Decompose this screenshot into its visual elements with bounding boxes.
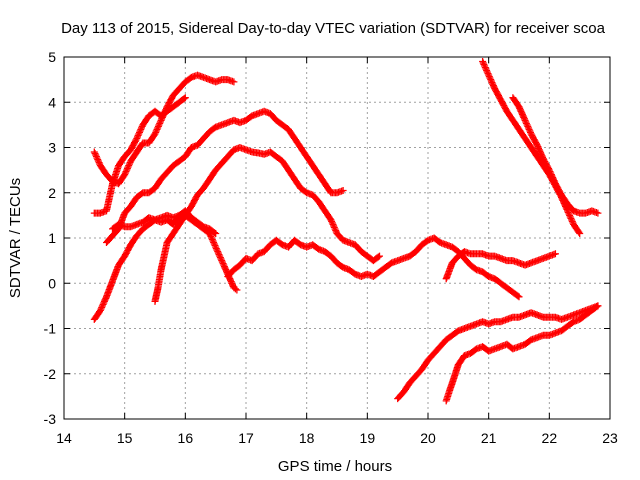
- series-10-markers: [442, 302, 602, 405]
- y-tick-label: -1: [44, 321, 57, 337]
- series-12-markers: [509, 94, 602, 217]
- y-tick-label: 5: [48, 49, 56, 65]
- series-6-markers: [109, 207, 220, 237]
- series-2-markers: [90, 94, 189, 217]
- x-tick-label: 23: [602, 430, 618, 446]
- series-8: [442, 248, 559, 283]
- y-tick-label: 1: [48, 230, 56, 246]
- plot-border: [63, 56, 611, 420]
- y-tick-label: 0: [48, 275, 56, 291]
- series-4-markers: [151, 144, 383, 305]
- x-tick-label: 16: [178, 430, 194, 446]
- series-4: [151, 144, 383, 305]
- series-2: [90, 94, 189, 217]
- y-tick-label: 4: [48, 94, 56, 110]
- series-10: [442, 302, 602, 405]
- series-3: [103, 107, 347, 246]
- y-tick-label: 3: [48, 140, 56, 156]
- grid-lines: [64, 57, 610, 419]
- x-tick-label: 15: [117, 430, 133, 446]
- y-tick-label: -2: [44, 366, 57, 382]
- series-3-markers: [103, 107, 347, 246]
- x-tick-label: 20: [420, 430, 436, 446]
- y-tick-label: -3: [44, 411, 57, 427]
- series-8-markers: [442, 248, 559, 283]
- x-tick-label: 21: [481, 430, 497, 446]
- x-tick-label: 18: [299, 430, 315, 446]
- series-9: [394, 302, 602, 403]
- x-tick-label: 19: [360, 430, 376, 446]
- y-axis-label: SDTVAR / TECUs: [7, 178, 24, 298]
- chart-title: Day 113 of 2015, Sidereal Day-to-day VTE…: [61, 20, 605, 37]
- x-tick-label: 17: [238, 430, 254, 446]
- x-axis-label: GPS time / hours: [278, 458, 392, 475]
- series-6: [109, 207, 220, 237]
- y-tick-labels: -3 -2 -1 0 1 2 3 4 5: [44, 49, 57, 427]
- x-tick-labels: 14 15 16 17 18 19 20 21 22 23: [56, 430, 618, 446]
- series-9-markers: [394, 302, 602, 403]
- series-7-markers: [224, 234, 523, 301]
- data-points: [90, 58, 602, 405]
- x-tick-label: 22: [542, 430, 558, 446]
- series-7: [224, 234, 523, 301]
- y-tick-label: 2: [48, 185, 56, 201]
- series-12: [509, 94, 602, 217]
- x-tick-label: 14: [56, 430, 72, 446]
